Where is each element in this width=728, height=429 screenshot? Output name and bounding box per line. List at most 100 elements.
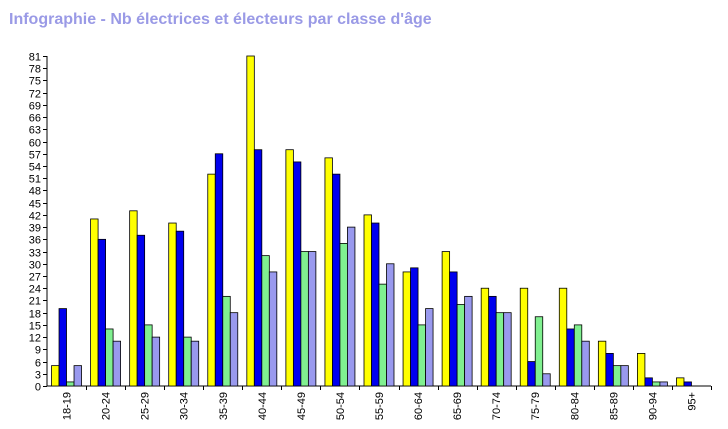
x-tick-label: 18-19 bbox=[62, 392, 74, 420]
bar bbox=[112, 340, 121, 387]
bar bbox=[410, 267, 419, 387]
bar bbox=[566, 328, 575, 387]
plot-area: 0369121518212427303336394245485154576063… bbox=[29, 52, 712, 420]
x-tick-label: 30-34 bbox=[179, 392, 191, 420]
x-tick-label: 35-39 bbox=[218, 392, 230, 420]
y-tick-label: 18 bbox=[29, 309, 41, 321]
y-tick-label: 75 bbox=[29, 76, 41, 88]
x-tick-label: 95+ bbox=[686, 392, 698, 411]
bar bbox=[292, 161, 302, 387]
y-tick-label: 3 bbox=[35, 370, 41, 382]
bar bbox=[246, 55, 255, 387]
bar bbox=[151, 336, 161, 387]
y-tick-label: 30 bbox=[29, 260, 41, 272]
x-tick-label: 65-69 bbox=[452, 392, 464, 420]
bar bbox=[573, 324, 583, 387]
x-tick-label: 80-84 bbox=[569, 392, 581, 420]
y-tick-label: 36 bbox=[29, 235, 41, 247]
x-tick-label: 40-44 bbox=[257, 392, 269, 420]
bar bbox=[136, 234, 146, 387]
y-tick-label: 24 bbox=[29, 284, 41, 296]
bar bbox=[612, 365, 622, 387]
bar bbox=[644, 377, 653, 387]
bar bbox=[683, 381, 692, 387]
y-tick-label: 12 bbox=[29, 333, 41, 345]
bar bbox=[339, 243, 348, 387]
bar bbox=[456, 304, 466, 387]
bar bbox=[268, 271, 278, 387]
bar bbox=[488, 295, 497, 387]
x-tick-label: 60-64 bbox=[413, 392, 425, 420]
bar bbox=[183, 336, 192, 387]
y-tick-label: 21 bbox=[29, 296, 41, 308]
x-tick-label: 75-79 bbox=[530, 392, 542, 420]
bar bbox=[129, 210, 138, 387]
bar bbox=[66, 381, 75, 387]
bar bbox=[378, 283, 387, 387]
chart-title: Infographie - Nb électrices et électeurs… bbox=[9, 11, 432, 28]
bar bbox=[97, 238, 106, 387]
bar bbox=[285, 149, 294, 387]
x-tick-label: 90-94 bbox=[647, 392, 659, 420]
bar bbox=[495, 312, 505, 387]
bar bbox=[581, 340, 590, 387]
bar bbox=[363, 214, 372, 387]
x-tick-label: 85-89 bbox=[608, 392, 620, 420]
bar bbox=[175, 230, 185, 387]
y-tick-label: 63 bbox=[29, 125, 41, 137]
y-tick-label: 6 bbox=[35, 358, 41, 370]
bar bbox=[620, 365, 629, 387]
bar bbox=[558, 287, 568, 387]
y-tick-label: 78 bbox=[29, 64, 41, 76]
bar bbox=[441, 251, 451, 387]
y-tick-label: 45 bbox=[29, 199, 41, 211]
y-tick-label: 81 bbox=[29, 52, 41, 64]
bar bbox=[371, 222, 380, 387]
bar bbox=[207, 173, 216, 387]
bar bbox=[449, 271, 458, 387]
bar bbox=[480, 287, 490, 387]
bar bbox=[676, 377, 685, 387]
y-tick-label: 15 bbox=[29, 321, 41, 333]
bar bbox=[51, 365, 60, 387]
bar bbox=[542, 373, 551, 387]
bar bbox=[503, 312, 512, 387]
bar bbox=[637, 353, 646, 387]
bar bbox=[229, 312, 239, 387]
bar bbox=[332, 173, 341, 387]
y-tick-label: 9 bbox=[35, 345, 41, 357]
bar bbox=[534, 316, 544, 387]
x-tick-label: 20-24 bbox=[101, 392, 113, 420]
bar bbox=[652, 381, 661, 387]
y-tick-label: 42 bbox=[29, 211, 41, 223]
bar bbox=[144, 324, 153, 387]
x-tick-label: 50-54 bbox=[335, 392, 347, 420]
x-tick-label: 25-29 bbox=[140, 392, 152, 420]
bar bbox=[425, 308, 434, 387]
y-tick-label: 72 bbox=[29, 89, 41, 101]
bar bbox=[347, 226, 356, 387]
x-tick-label: 70-74 bbox=[491, 392, 503, 420]
bar bbox=[519, 287, 529, 387]
bar bbox=[253, 149, 263, 387]
y-tick-label: 60 bbox=[29, 138, 41, 150]
bar bbox=[168, 222, 177, 387]
y-tick-label: 54 bbox=[29, 162, 41, 174]
y-tick-label: 27 bbox=[29, 272, 41, 284]
bar bbox=[402, 271, 411, 387]
x-tick-label: 55-59 bbox=[374, 392, 386, 420]
bar bbox=[105, 328, 114, 387]
bar bbox=[58, 308, 67, 387]
bar bbox=[597, 340, 607, 387]
y-tick-label: 57 bbox=[29, 150, 41, 162]
bar bbox=[222, 295, 231, 387]
bar bbox=[324, 157, 333, 387]
bar bbox=[464, 295, 473, 387]
bar bbox=[214, 153, 224, 387]
y-tick-label: 0 bbox=[35, 382, 41, 394]
bar bbox=[527, 361, 536, 387]
bar bbox=[73, 365, 82, 387]
bar bbox=[300, 251, 309, 387]
bar bbox=[261, 255, 270, 387]
